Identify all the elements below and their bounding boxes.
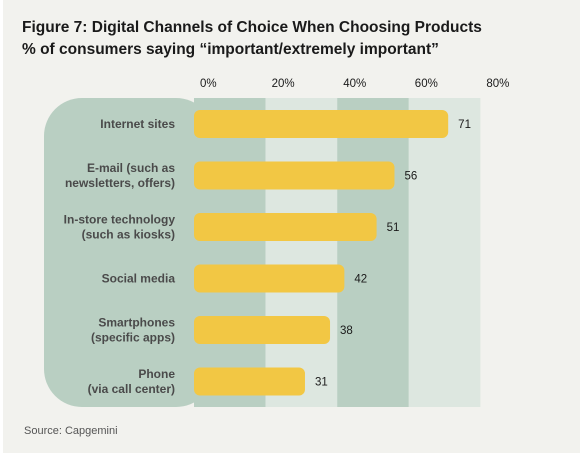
category-label-line: (specific apps) <box>91 331 175 345</box>
grid-band <box>265 98 338 407</box>
chart-title-block: Figure 7: Digital Channels of Choice Whe… <box>22 17 482 61</box>
category-label-line: Internet sites <box>100 117 175 131</box>
source-note: Source: Capgemini <box>24 425 118 437</box>
data-label: 56 <box>404 171 417 183</box>
grid-band <box>408 98 481 407</box>
chart-title: Figure 7: Digital Channels of Choice Whe… <box>22 19 482 36</box>
grid-band <box>337 98 409 407</box>
category-label-line: In-store technology <box>64 213 176 227</box>
bar <box>194 367 305 396</box>
data-label: 38 <box>340 325 353 337</box>
x-tick-label: 60% <box>415 78 438 90</box>
data-label: 31 <box>315 377 328 389</box>
category-label-line: Phone <box>138 367 175 381</box>
data-label: 71 <box>458 119 471 131</box>
category-label-line: (via call center) <box>88 382 175 396</box>
x-tick-label: 40% <box>343 78 366 90</box>
category-label: Social media <box>102 272 176 286</box>
category-label-line: newsletters, offers) <box>65 176 175 190</box>
category-label-line: (such as kiosks) <box>82 228 175 242</box>
category-label: E-mail (such as newsletters, offers) <box>65 161 175 190</box>
category-label: Internet sites <box>100 117 175 131</box>
data-label: 51 <box>387 222 400 234</box>
category-label: In-store technology (such as kiosks) <box>64 213 176 242</box>
category-label-line: E-mail (such as <box>87 161 175 175</box>
data-label: 42 <box>354 274 367 286</box>
x-tick-label: 20% <box>272 78 295 90</box>
category-label: Smartphones (specific apps) <box>91 316 175 345</box>
bar <box>194 110 449 138</box>
category-label-line: Smartphones <box>98 316 175 330</box>
bar <box>194 264 345 293</box>
chart-subtitle: % of consumers saying “important/extreme… <box>22 41 439 58</box>
category-label: Phone (via call center) <box>88 367 176 396</box>
category-label-line: Social media <box>102 272 176 286</box>
x-tick-label: 80% <box>486 78 509 90</box>
bar <box>194 316 331 344</box>
bar <box>194 161 395 190</box>
category-label-panel <box>44 98 214 407</box>
bar <box>194 213 377 241</box>
grid-band <box>194 98 266 407</box>
x-tick-label: 0% <box>200 78 217 90</box>
